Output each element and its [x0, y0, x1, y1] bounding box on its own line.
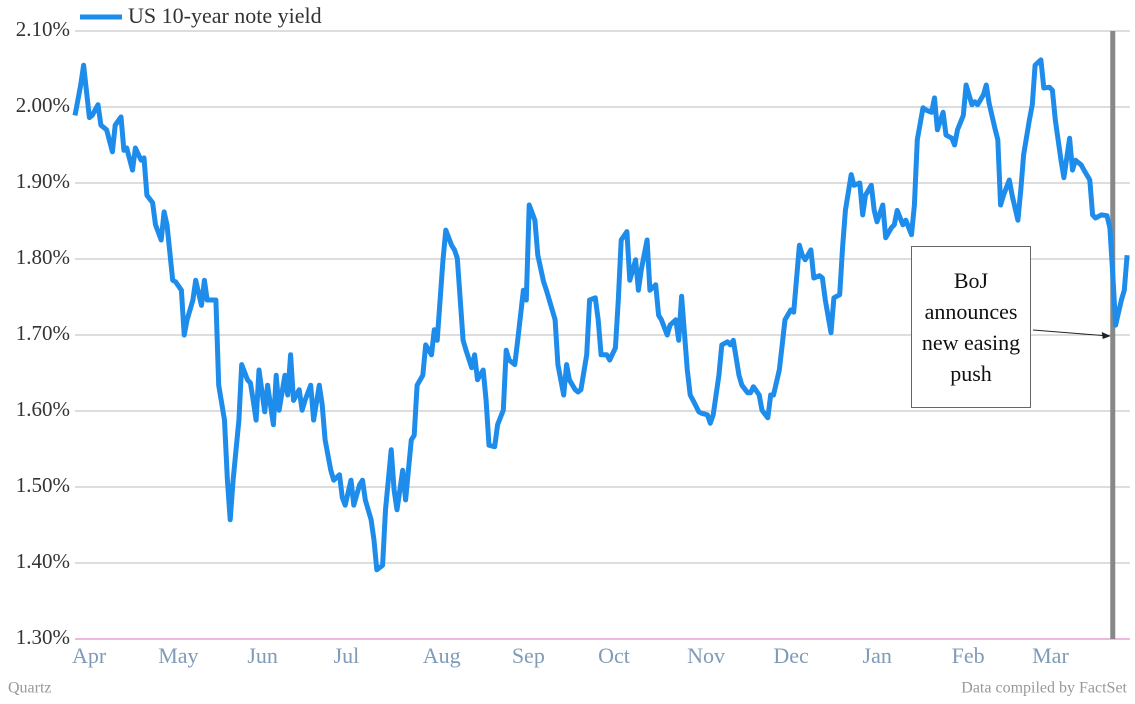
y-tick-label: 1.50%: [16, 473, 70, 497]
y-tick-label: 1.80%: [16, 245, 70, 269]
source-left: Quartz: [8, 680, 52, 697]
x-tick-label: Nov: [687, 643, 725, 668]
y-tick-label: 2.10%: [16, 17, 70, 41]
x-tick-label: Jan: [863, 643, 892, 668]
y-tick-label: 1.60%: [16, 397, 70, 421]
x-tick-label: Apr: [72, 643, 107, 668]
x-tick-label: Feb: [952, 643, 985, 668]
x-tick-label: Sep: [512, 643, 545, 668]
annotation-arrowhead: [1101, 332, 1111, 339]
x-tick-label: Oct: [598, 643, 630, 668]
x-tick-label: Dec: [773, 643, 809, 668]
y-tick-label: 2.00%: [16, 93, 70, 117]
source-right: Data compiled by FactSet: [961, 680, 1127, 697]
y-tick-label: 1.90%: [16, 169, 70, 193]
x-tick-label: Jun: [247, 643, 278, 668]
y-tick-label: 1.40%: [16, 549, 70, 573]
annotation: BoJ announces new easing push: [911, 246, 1031, 408]
y-tick-label: 1.30%: [16, 625, 70, 649]
x-tick-label: Mar: [1032, 643, 1069, 668]
annotation-arrow: [1032, 329, 1109, 337]
x-tick-label: May: [158, 643, 198, 668]
y-tick-label: 1.70%: [16, 321, 70, 345]
series-line: [72, 57, 1130, 573]
x-tick-label: Aug: [423, 643, 461, 668]
legend-label: US 10-year note yield: [128, 3, 322, 28]
x-tick-label: Jul: [334, 643, 360, 668]
